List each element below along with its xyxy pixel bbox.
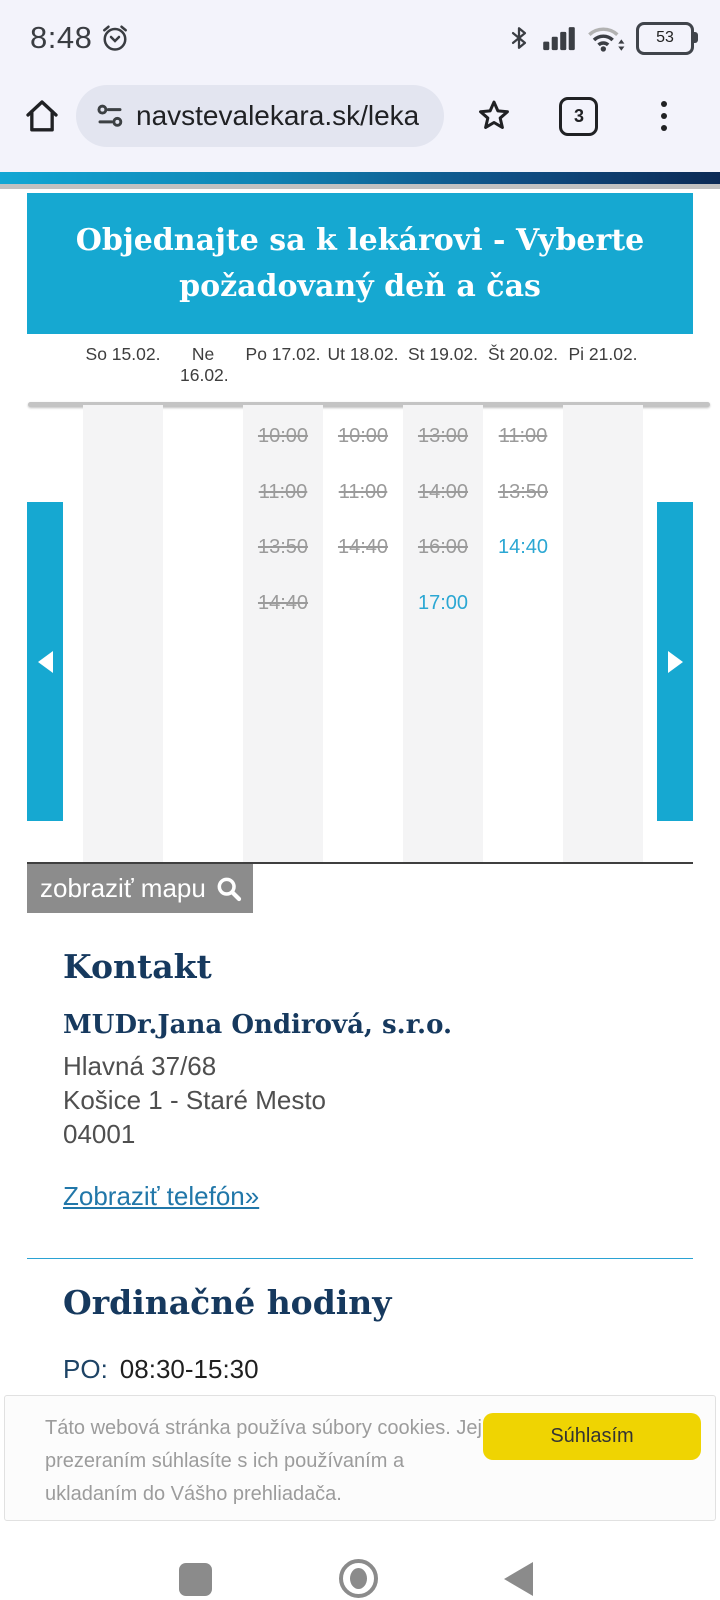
page-top-divider xyxy=(0,184,720,189)
url-bar[interactable]: navstevalekara.sk/leka xyxy=(76,85,444,147)
address-line: Košice 1 - Staré Mesto xyxy=(63,1085,326,1115)
day-header: Ne 16.02. xyxy=(180,344,229,385)
time-slot[interactable]: 17:00 xyxy=(417,591,469,614)
section-divider xyxy=(27,1258,693,1259)
next-days-button[interactable] xyxy=(657,502,693,821)
day-column: 10:00 11:00 13:50 14:40 xyxy=(243,405,323,862)
clock-label: 8:48 xyxy=(30,20,93,55)
carousel-top-shadow xyxy=(28,402,710,407)
time-slot: 10:00 xyxy=(257,425,309,447)
tab-count: 3 xyxy=(573,105,584,126)
time-slot: 11:00 xyxy=(498,425,548,447)
browser-toolbar: navstevalekara.sk/leka 3 xyxy=(0,70,720,172)
day-header: Ut 18.02. xyxy=(327,344,399,364)
time-slot: 13:50 xyxy=(497,480,549,503)
time-slot: 11:00 xyxy=(258,480,308,503)
day-header: St 19.02. xyxy=(407,344,479,364)
signal-icon xyxy=(542,23,576,53)
menu-button[interactable] xyxy=(629,101,700,131)
time-slot: 11:00 xyxy=(338,480,388,503)
site-controls-icon[interactable] xyxy=(94,100,126,132)
contact-heading: Kontakt xyxy=(63,947,212,986)
bluetooth-icon xyxy=(506,23,532,53)
home-button[interactable] xyxy=(22,96,62,136)
bookmark-star-button[interactable] xyxy=(458,97,529,135)
company-name: MUDr.Jana Ondirová, s.r.o. xyxy=(63,1010,453,1040)
next-icon xyxy=(667,650,683,673)
time-slot: 10:00 xyxy=(337,425,389,447)
tab-switcher-button[interactable]: 3 xyxy=(543,96,614,136)
search-icon xyxy=(217,877,241,901)
day-header: So 15.02. xyxy=(85,344,161,364)
prev-days-button[interactable] xyxy=(27,502,63,821)
map-section: zobraziť mapu xyxy=(27,862,693,913)
day-column: 11:00 13:50 14:40 xyxy=(483,405,563,862)
kebab-icon xyxy=(661,101,668,131)
hours-heading: Ordinačné hodiny xyxy=(63,1283,392,1322)
hours-value: 08:30-15:30 xyxy=(119,1354,259,1384)
address-line: Hlavná 37/68 xyxy=(63,1051,217,1081)
time-slot[interactable]: 14:40 xyxy=(497,536,549,558)
day-column: 10:00 11:00 14:40 xyxy=(323,405,403,862)
nav-home-icon xyxy=(350,1568,367,1589)
day-column: 13:00 14:00 16:00 17:00 xyxy=(403,405,483,862)
page-top-gradient xyxy=(0,172,720,184)
show-map-button[interactable]: zobraziť mapu xyxy=(27,864,253,913)
url-text: navstevalekara.sk/leka xyxy=(136,100,420,131)
day-column xyxy=(163,405,243,862)
show-map-label: zobraziť mapu xyxy=(40,873,206,903)
show-phone-link[interactable]: Zobraziť telefón» xyxy=(63,1181,260,1211)
booking-header: Objednajte sa k lekárovi - Vyberte požad… xyxy=(27,193,693,334)
wifi-icon xyxy=(586,22,626,54)
time-slot: 13:50 xyxy=(257,536,309,558)
day-header: Po 17.02. xyxy=(245,344,321,364)
time-slot: 14:40 xyxy=(257,591,309,614)
hours-row: PO: 08:30-15:30 xyxy=(63,1347,693,1391)
battery-percent: 53 xyxy=(656,29,674,46)
status-bar: 8:48 xyxy=(0,0,720,70)
time-slot: 14:40 xyxy=(337,536,389,558)
battery-indicator: 53 xyxy=(636,21,698,55)
consent-button[interactable]: Súhlasím xyxy=(483,1413,701,1460)
day-abbr: PO: xyxy=(63,1354,108,1384)
cookie-banner: Táto webová stránka používa súbory cooki… xyxy=(4,1395,716,1521)
nav-back-button[interactable] xyxy=(504,1562,533,1596)
slot-carousel: 10:00 11:00 13:50 14:40 10:00 11:00 14:4… xyxy=(0,402,720,862)
day-header-row: So 15.02. Ne 16.02. Po 17.02. Ut 18.02. … xyxy=(83,338,643,402)
day-header: Št 20.02. xyxy=(487,344,559,364)
time-slot: 16:00 xyxy=(417,536,469,558)
day-column xyxy=(83,405,163,862)
day-header: Pi 21.02. xyxy=(568,344,638,364)
alarm-clock-icon xyxy=(100,23,130,53)
nav-recents-button[interactable] xyxy=(179,1563,212,1596)
prev-icon xyxy=(37,650,53,673)
address-line: 04001 xyxy=(63,1119,136,1149)
day-column xyxy=(563,405,643,862)
nav-home-button[interactable] xyxy=(339,1559,378,1598)
time-slot: 14:00 xyxy=(417,480,469,503)
cookie-text: Táto webová stránka používa súbory cooki… xyxy=(45,1417,482,1505)
time-slot: 13:00 xyxy=(417,425,469,447)
